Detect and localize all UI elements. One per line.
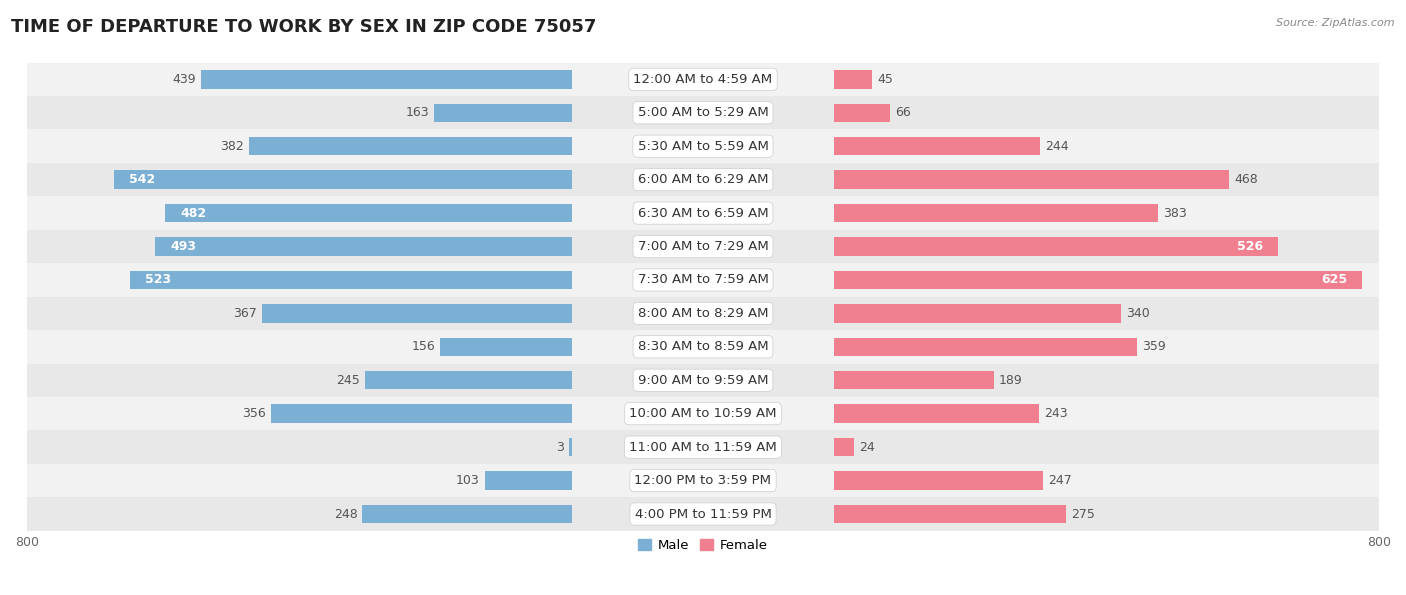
Text: 189: 189: [998, 374, 1022, 387]
Bar: [834, 304, 1121, 322]
Bar: [27, 430, 1379, 464]
Text: 493: 493: [170, 240, 197, 253]
Legend: Male, Female: Male, Female: [633, 533, 773, 557]
Text: 439: 439: [173, 73, 195, 86]
Text: 8:30 AM to 8:59 AM: 8:30 AM to 8:59 AM: [638, 340, 768, 353]
Bar: [834, 104, 890, 122]
Text: Source: ZipAtlas.com: Source: ZipAtlas.com: [1277, 18, 1395, 28]
Text: 625: 625: [1320, 274, 1347, 286]
Bar: [271, 405, 572, 423]
Bar: [834, 70, 872, 89]
Bar: [27, 62, 1379, 96]
Text: 482: 482: [180, 206, 207, 220]
Bar: [834, 237, 1278, 256]
Text: 6:30 AM to 6:59 AM: 6:30 AM to 6:59 AM: [638, 206, 768, 220]
Bar: [131, 271, 572, 289]
Text: 45: 45: [877, 73, 893, 86]
Bar: [569, 438, 572, 456]
Bar: [27, 96, 1379, 130]
Bar: [27, 163, 1379, 196]
Text: 5:30 AM to 5:59 AM: 5:30 AM to 5:59 AM: [637, 140, 769, 153]
Text: 8:00 AM to 8:29 AM: 8:00 AM to 8:29 AM: [638, 307, 768, 320]
Bar: [27, 330, 1379, 364]
Bar: [114, 170, 572, 189]
Bar: [201, 70, 572, 89]
Bar: [834, 471, 1043, 490]
Bar: [363, 505, 572, 523]
Text: 103: 103: [456, 474, 479, 487]
Text: 7:00 AM to 7:29 AM: 7:00 AM to 7:29 AM: [638, 240, 768, 253]
Text: 523: 523: [145, 274, 172, 286]
Bar: [434, 104, 572, 122]
Bar: [249, 137, 572, 155]
Text: 275: 275: [1071, 508, 1095, 521]
Bar: [834, 170, 1229, 189]
Text: 7:30 AM to 7:59 AM: 7:30 AM to 7:59 AM: [637, 274, 769, 286]
Bar: [834, 204, 1157, 223]
Bar: [834, 505, 1066, 523]
Text: 356: 356: [242, 407, 266, 420]
Text: 247: 247: [1047, 474, 1071, 487]
Text: 468: 468: [1234, 173, 1258, 186]
Text: 248: 248: [333, 508, 357, 521]
Text: 9:00 AM to 9:59 AM: 9:00 AM to 9:59 AM: [638, 374, 768, 387]
Bar: [262, 304, 572, 322]
Bar: [27, 397, 1379, 430]
Bar: [27, 364, 1379, 397]
Text: 245: 245: [336, 374, 360, 387]
Bar: [834, 137, 1040, 155]
Bar: [834, 337, 1137, 356]
Text: 526: 526: [1237, 240, 1263, 253]
Bar: [27, 497, 1379, 531]
Text: 3: 3: [557, 441, 564, 453]
Text: 340: 340: [1126, 307, 1150, 320]
Text: 66: 66: [894, 107, 911, 119]
Text: TIME OF DEPARTURE TO WORK BY SEX IN ZIP CODE 75057: TIME OF DEPARTURE TO WORK BY SEX IN ZIP …: [11, 18, 596, 36]
Text: 359: 359: [1143, 340, 1166, 353]
Bar: [27, 263, 1379, 297]
Text: 6:00 AM to 6:29 AM: 6:00 AM to 6:29 AM: [638, 173, 768, 186]
Bar: [440, 337, 572, 356]
Text: 163: 163: [405, 107, 429, 119]
Text: 5:00 AM to 5:29 AM: 5:00 AM to 5:29 AM: [638, 107, 768, 119]
Text: 156: 156: [412, 340, 434, 353]
Bar: [27, 196, 1379, 230]
Bar: [834, 405, 1039, 423]
Text: 542: 542: [129, 173, 156, 186]
Text: 12:00 PM to 3:59 PM: 12:00 PM to 3:59 PM: [634, 474, 772, 487]
Text: 4:00 PM to 11:59 PM: 4:00 PM to 11:59 PM: [634, 508, 772, 521]
Bar: [27, 230, 1379, 263]
Text: 244: 244: [1045, 140, 1069, 153]
Bar: [156, 237, 572, 256]
Text: 12:00 AM to 4:59 AM: 12:00 AM to 4:59 AM: [634, 73, 772, 86]
Bar: [834, 271, 1362, 289]
Text: 383: 383: [1163, 206, 1187, 220]
Bar: [27, 130, 1379, 163]
Text: 382: 382: [221, 140, 245, 153]
Text: 367: 367: [233, 307, 257, 320]
Text: 243: 243: [1045, 407, 1069, 420]
Bar: [27, 297, 1379, 330]
Bar: [366, 371, 572, 390]
Bar: [27, 464, 1379, 497]
Bar: [834, 438, 855, 456]
Bar: [165, 204, 572, 223]
Text: 11:00 AM to 11:59 AM: 11:00 AM to 11:59 AM: [628, 441, 778, 453]
Text: 10:00 AM to 10:59 AM: 10:00 AM to 10:59 AM: [630, 407, 776, 420]
Text: 24: 24: [859, 441, 875, 453]
Bar: [834, 371, 994, 390]
Bar: [485, 471, 572, 490]
